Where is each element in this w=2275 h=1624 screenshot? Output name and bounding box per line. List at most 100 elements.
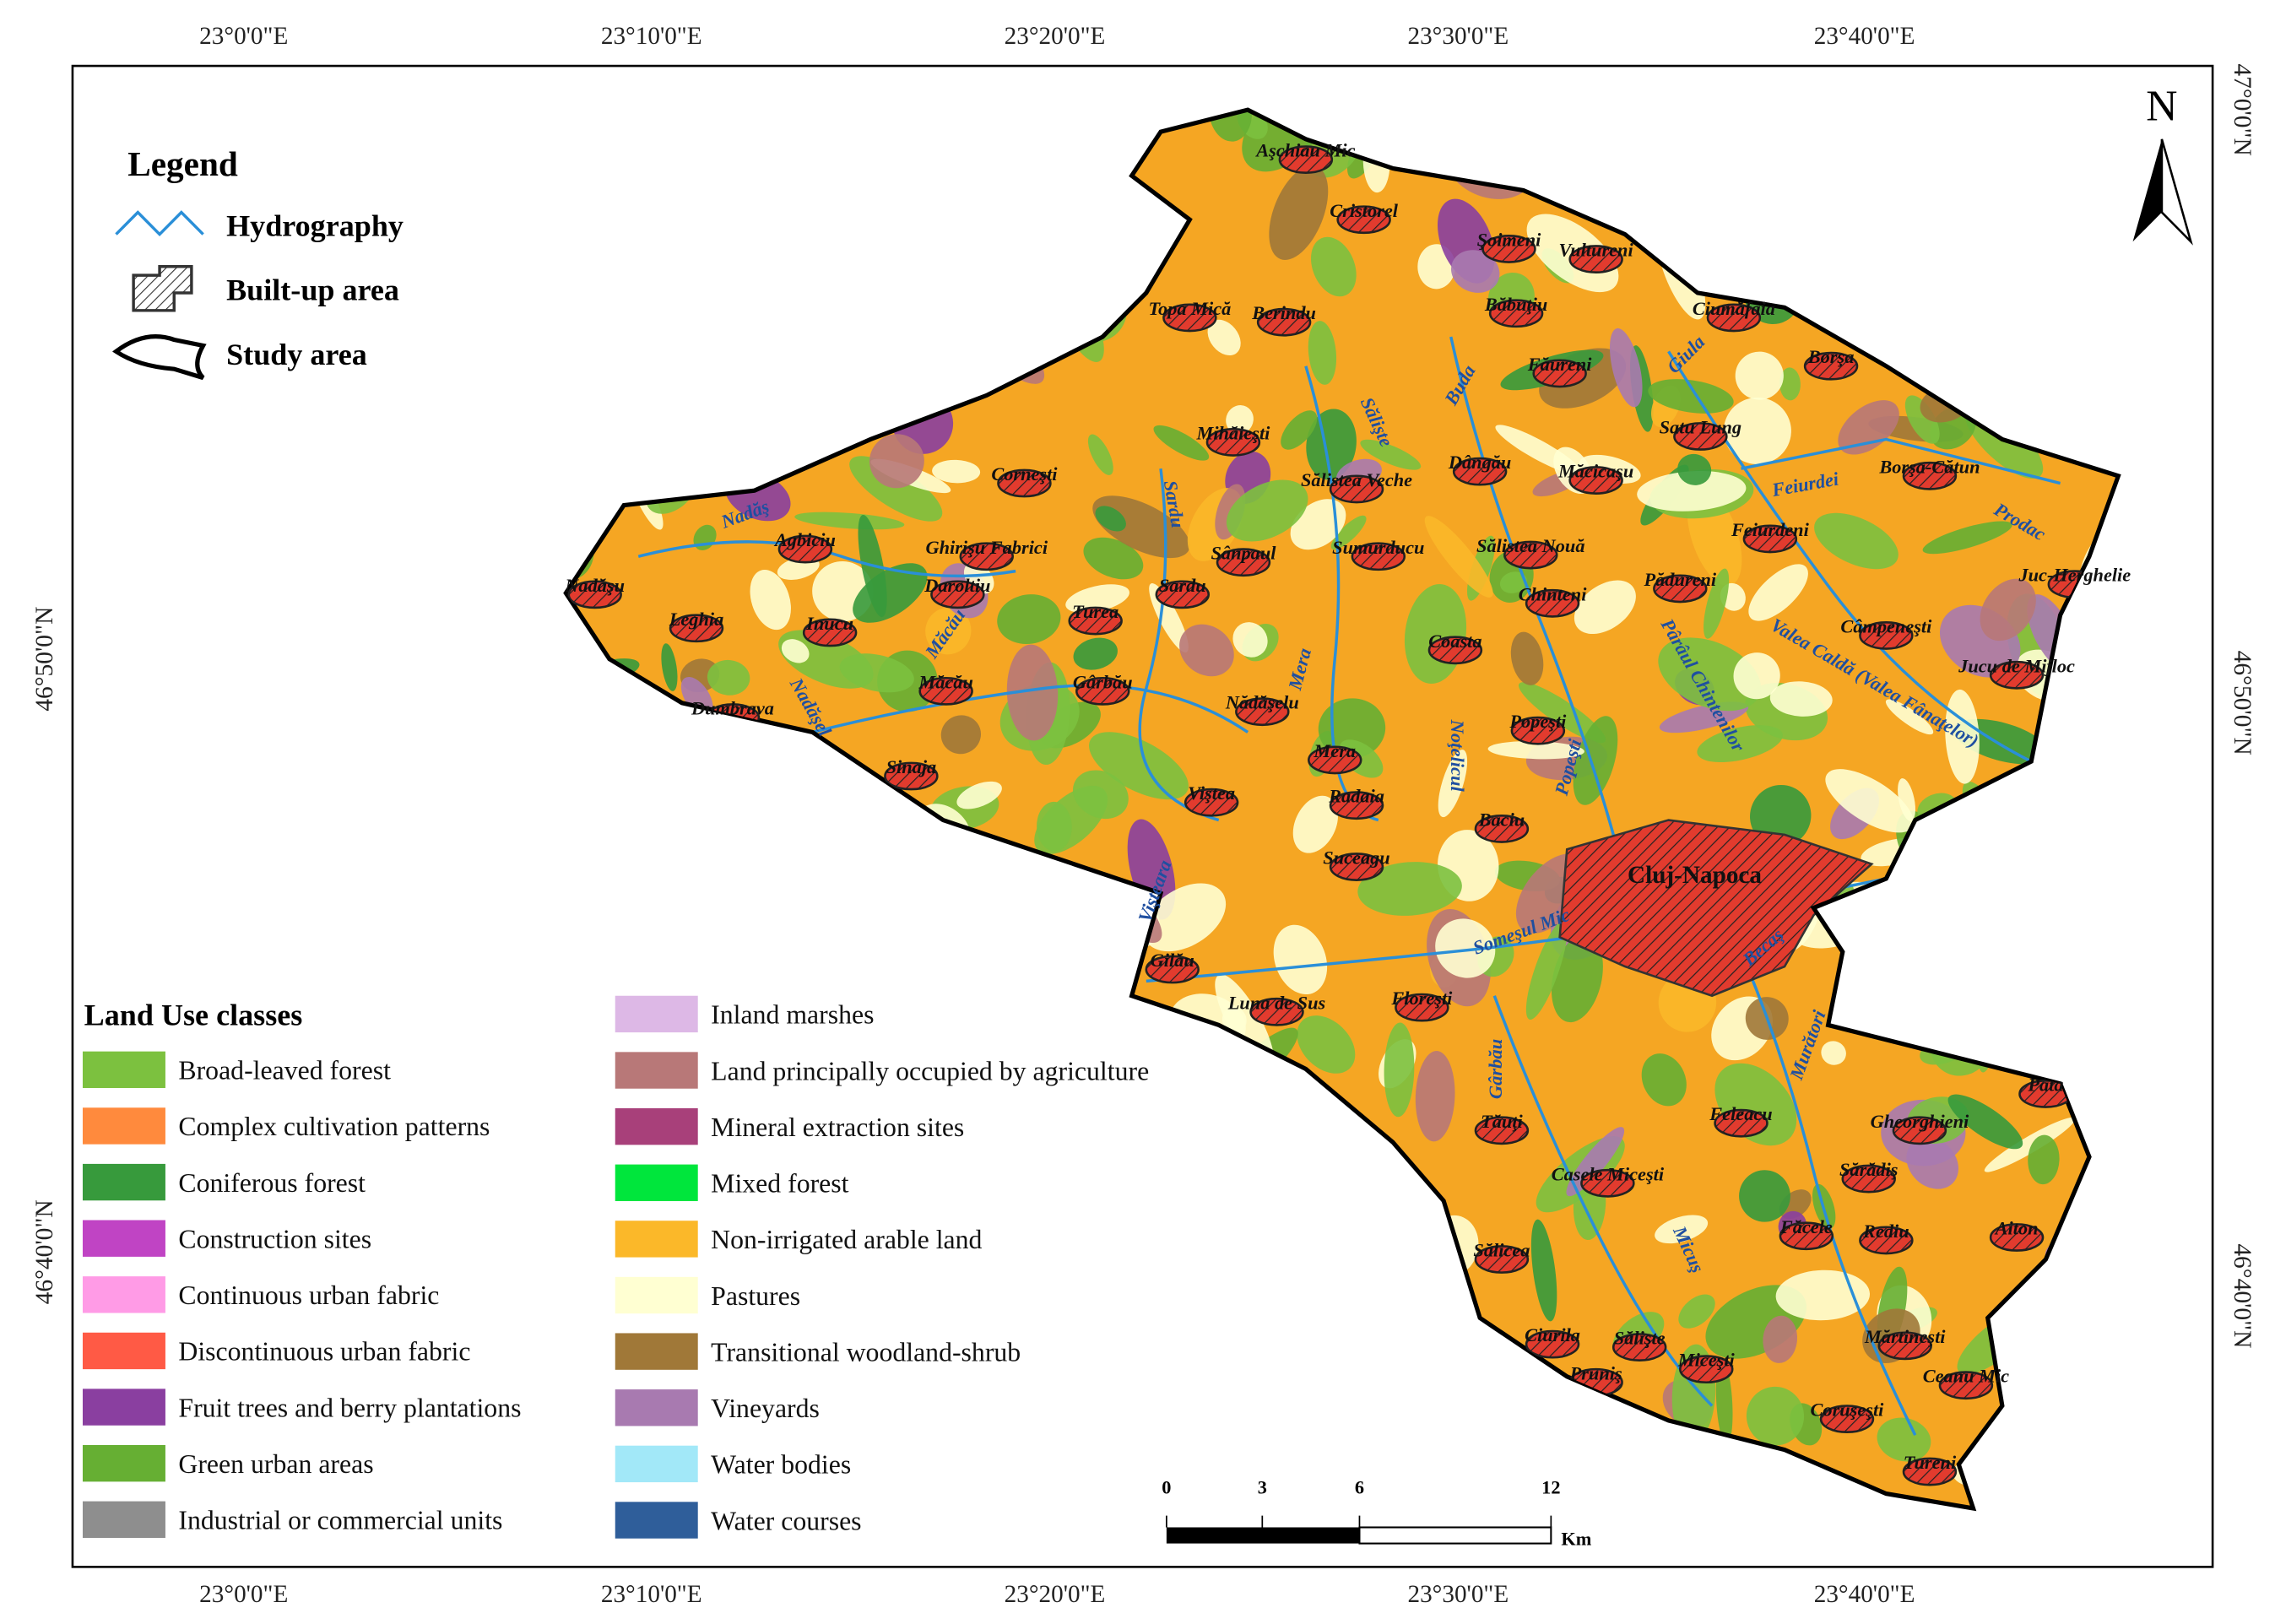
land-patch	[1065, 584, 1129, 614]
place-label: Măcicaşu	[1557, 460, 1633, 481]
settlement	[1525, 588, 1580, 618]
settlement	[930, 580, 985, 609]
land-patch	[1357, 862, 1462, 916]
settlement	[1351, 542, 1406, 571]
settlement	[1474, 1245, 1530, 1274]
land-patch	[1677, 453, 1712, 485]
land-patch	[1748, 564, 1808, 621]
land-use-swatch	[82, 1332, 165, 1370]
land-patch	[1281, 410, 1318, 450]
settlement	[1568, 466, 1623, 495]
settlement	[1902, 461, 1958, 490]
settlement	[1706, 303, 1762, 333]
place-label: Sardu	[1159, 575, 1206, 596]
coord-label: 23°30'0"E	[1407, 1581, 1509, 1608]
settlement	[1779, 1221, 1834, 1251]
scale-bar: 0 3 6 12 Km	[1162, 1477, 1591, 1550]
land-use-swatch	[615, 1221, 698, 1258]
place-label: Agbiciu	[773, 529, 836, 550]
place-label: Inucu	[805, 613, 853, 634]
land-patch	[1451, 250, 1500, 293]
land-patch	[1518, 682, 1606, 744]
settlement	[1803, 351, 1859, 381]
land-patch	[1226, 479, 1308, 542]
land-use-swatch	[82, 1389, 165, 1426]
place-label: Pruniş	[1569, 1362, 1622, 1383]
land-use-label: Transitional woodland-shrub	[711, 1337, 1021, 1367]
land-patch	[1922, 521, 2012, 555]
place-label: Baciu	[1478, 809, 1525, 830]
place-label: Floreşti	[1390, 988, 1453, 1009]
place-label: Ghirişu Fabrici	[925, 537, 1048, 558]
land-patch	[1825, 769, 1914, 833]
settlement	[1859, 621, 1914, 650]
land-patch	[1704, 568, 1730, 639]
settlement	[1902, 1457, 1958, 1486]
coord-label: 23°20'0"E	[1005, 1581, 1106, 1608]
land-use-label: Continuous urban fabric	[178, 1280, 439, 1310]
land-patch	[1641, 1053, 1687, 1107]
coord-label: 23°20'0"E	[1005, 23, 1106, 50]
land-patch	[1083, 537, 1144, 580]
land-patch	[1980, 578, 2036, 641]
land-patch	[1551, 934, 1603, 1023]
land-use-swatch	[82, 1163, 165, 1201]
legend-title: Legend	[127, 144, 238, 183]
land-use-swatch	[615, 995, 698, 1033]
land-patch	[1739, 1170, 1790, 1222]
settlement	[1216, 548, 1271, 577]
land-patch	[1424, 516, 1493, 598]
land-patch	[1733, 652, 1780, 700]
place-label: Sălicea	[1473, 1239, 1530, 1260]
land-patch	[1648, 379, 1734, 414]
legend-item: Built-up area	[226, 273, 399, 307]
place-label: Mera	[1313, 740, 1356, 761]
land-patch	[1898, 778, 1915, 821]
study-area-symbol	[112, 334, 207, 381]
place-label: Chinteni	[1519, 583, 1587, 604]
land-patch	[2028, 1134, 2060, 1185]
coord-label: 23°0'0"E	[199, 23, 288, 50]
river-line	[812, 684, 1249, 734]
land-patch	[1415, 1051, 1455, 1142]
land-patch	[1207, 319, 1241, 356]
place-label: Nădăşelu	[1225, 692, 1299, 713]
land-use-label: Water courses	[711, 1506, 861, 1535]
place-label: Topa Mică	[1148, 298, 1231, 319]
urban-area	[1558, 819, 1874, 998]
land-use-swatch	[615, 1445, 698, 1483]
land-use-label: Coniferous forest	[178, 1168, 366, 1198]
place-label: Cristorel	[1330, 200, 1398, 221]
land-use-label: Construction sites	[178, 1224, 371, 1253]
settlement	[918, 676, 973, 706]
land-patch	[750, 570, 791, 631]
place-label: Borşa-Cătun	[1878, 456, 1980, 477]
land-use-legend: Broad-leaved forest Complex cultivation p…	[82, 995, 1149, 1539]
settlement	[1308, 745, 1362, 775]
coord-label: 23°10'0"E	[601, 1581, 702, 1608]
scale-tick-label: 6	[1355, 1477, 1364, 1498]
settlement	[1859, 1226, 1914, 1255]
land-patch	[1877, 1417, 1931, 1462]
land-patch	[1318, 698, 1386, 759]
scale-unit: Km	[1561, 1528, 1591, 1549]
land-patch	[1487, 741, 1584, 760]
place-label: Aşchiau Mic	[1254, 140, 1355, 161]
place-label: Corneşti	[991, 463, 1058, 484]
place-label: Mărtineşti	[1864, 1326, 1946, 1347]
land-use-swatch	[615, 1107, 698, 1145]
land-patch	[1769, 681, 1833, 717]
land-patch	[1678, 1294, 1715, 1329]
settlement	[959, 542, 1014, 571]
coord-label: 46°40'0"N	[31, 1199, 58, 1304]
legend-item: Study area	[226, 338, 367, 371]
land-patch	[1308, 321, 1337, 385]
settlement	[1235, 697, 1290, 727]
place-label: Sălistea Nouă	[1476, 535, 1584, 556]
settlement	[1395, 993, 1449, 1022]
place-label: Turea	[1072, 601, 1119, 622]
land-patch	[1273, 924, 1328, 995]
settlement	[1653, 574, 1708, 604]
settlement	[1714, 1108, 1769, 1138]
